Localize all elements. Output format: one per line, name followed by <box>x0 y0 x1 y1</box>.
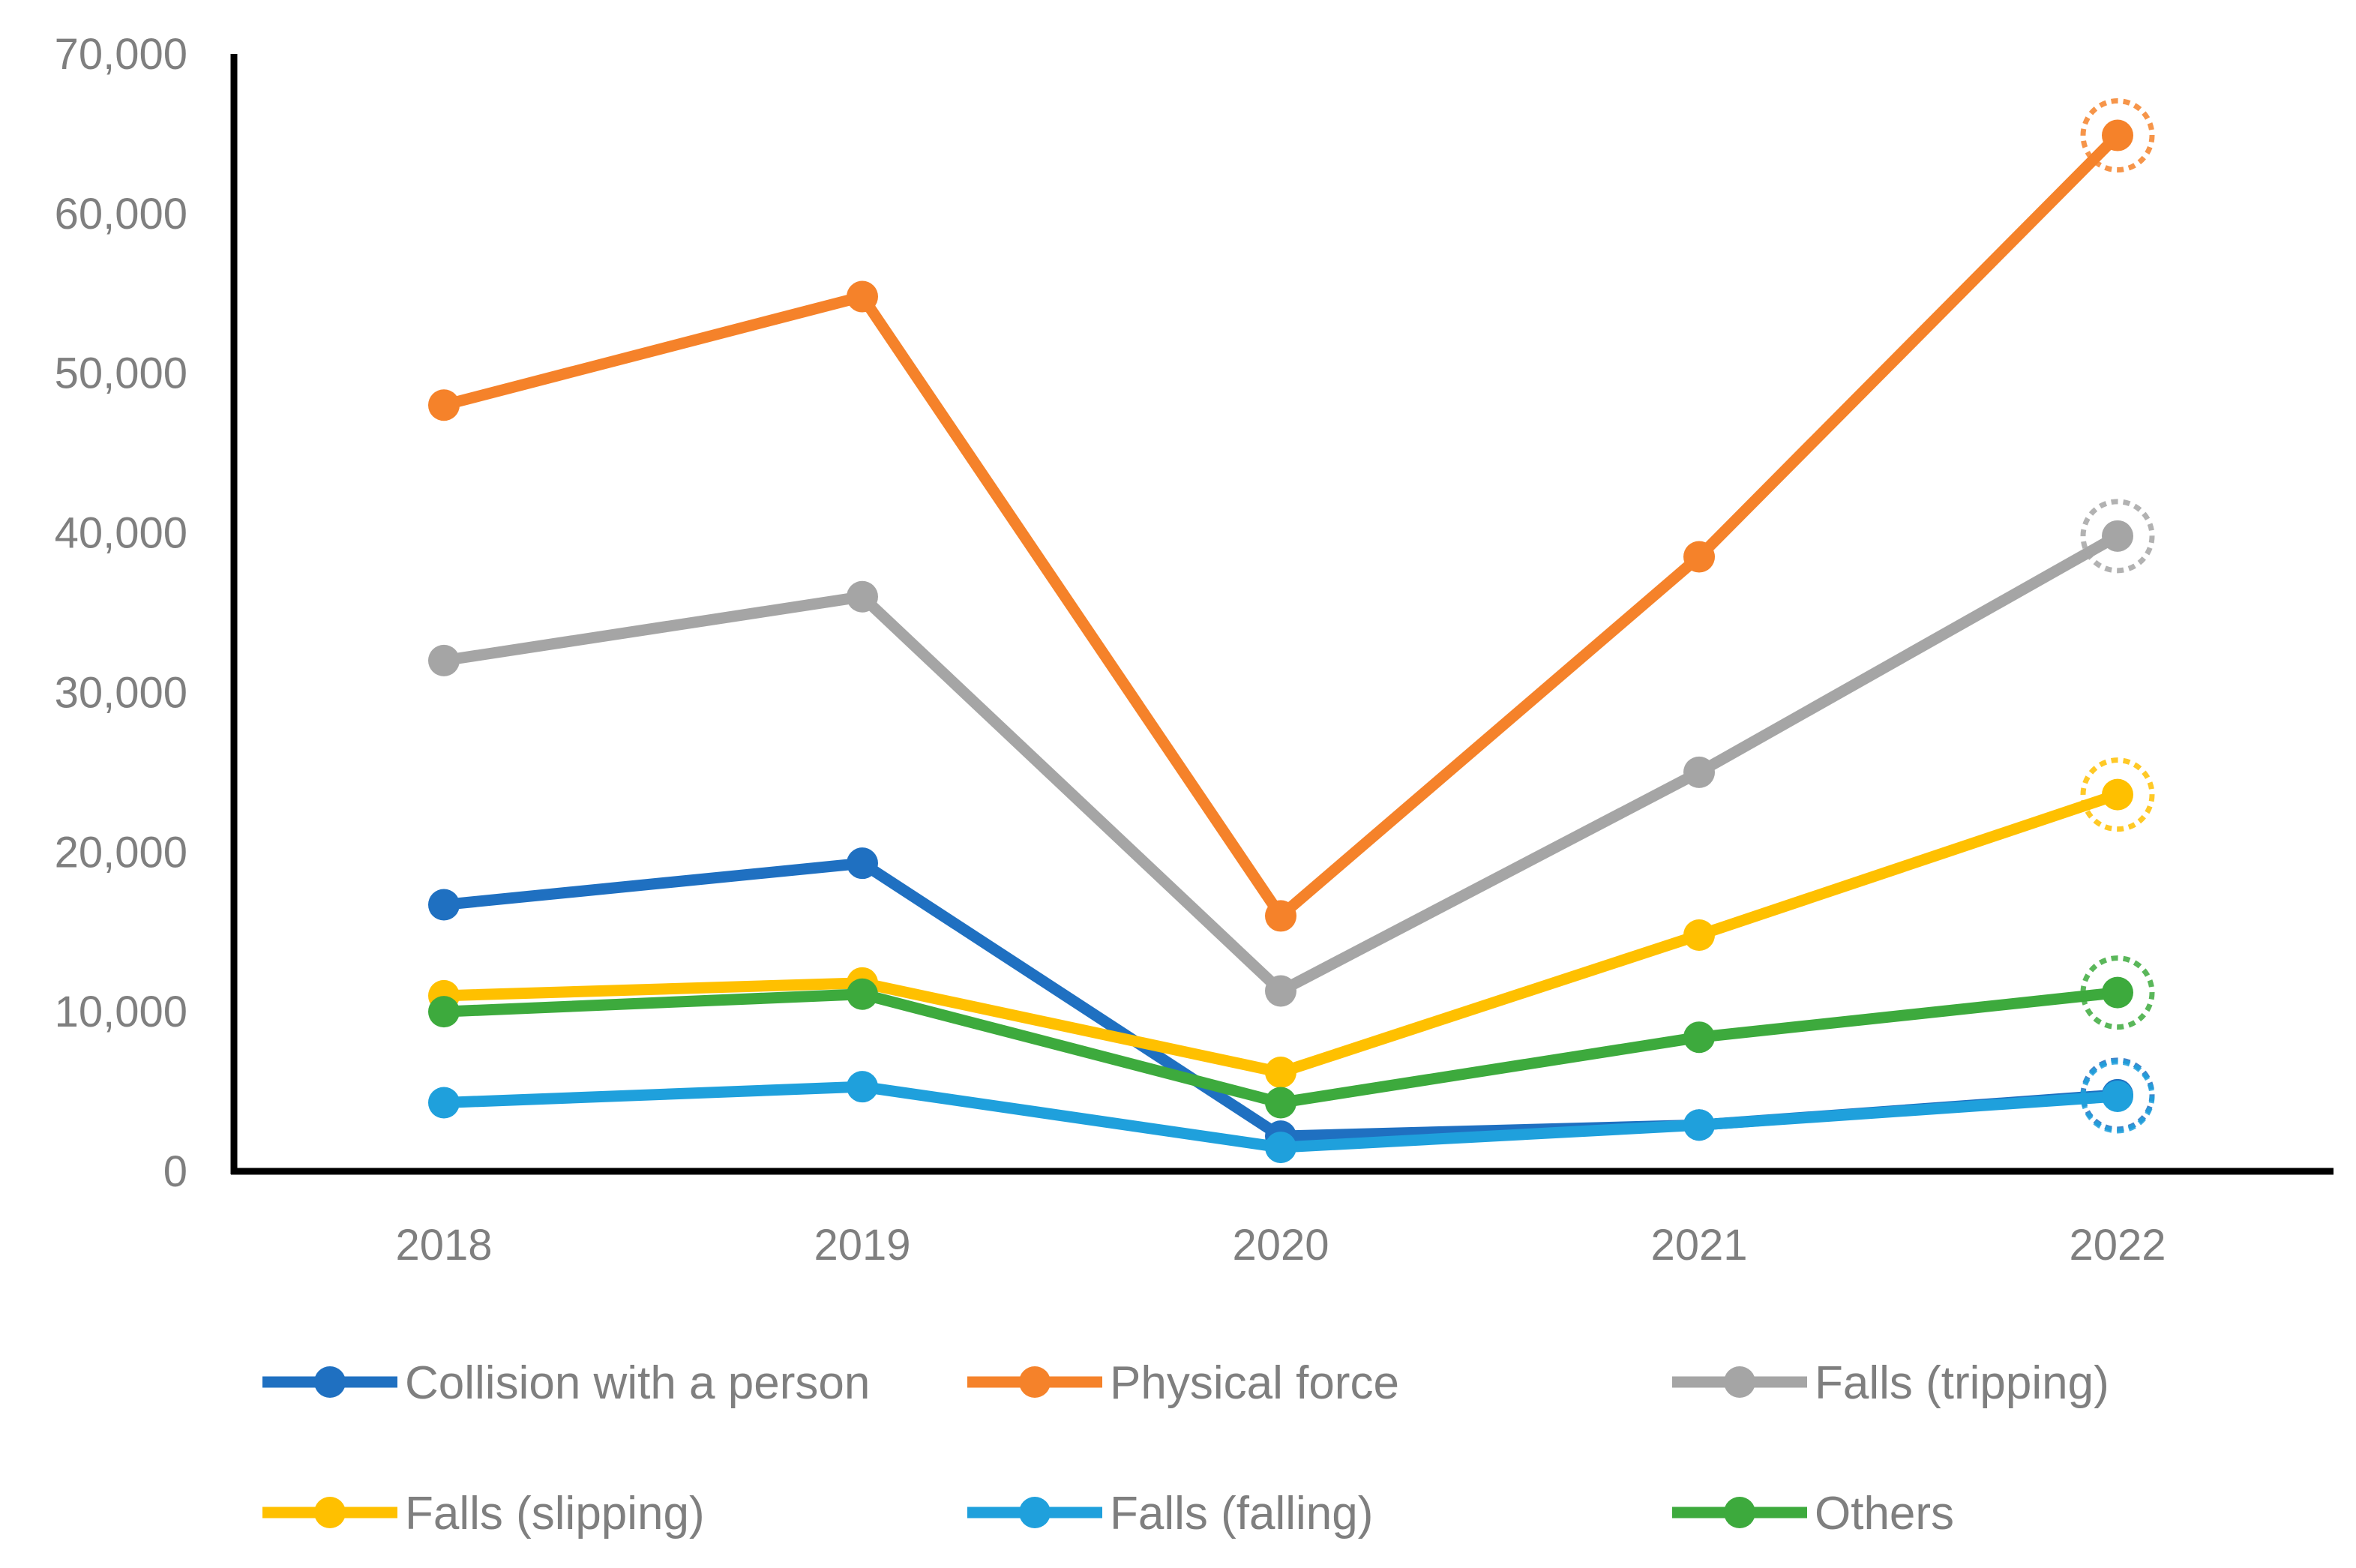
series-line <box>438 130 2124 922</box>
data-point <box>1265 1057 1296 1089</box>
series-layer <box>428 98 2155 1164</box>
legend-marker <box>1724 1497 1755 1528</box>
y-tick-label: 0 <box>163 1147 187 1196</box>
legend-marker <box>1019 1366 1051 1398</box>
legend-marker <box>314 1497 346 1528</box>
y-tick-label: 40,000 <box>55 509 187 558</box>
legend-label: Falls (falling) <box>1110 1488 1373 1540</box>
data-point <box>1265 1087 1296 1119</box>
data-point <box>2102 1080 2133 1112</box>
highlight-ring <box>2080 499 2155 574</box>
data-point <box>847 580 878 613</box>
data-point <box>428 644 460 676</box>
legend-item: Falls (falling) <box>967 1488 1373 1540</box>
axes <box>230 54 2334 1175</box>
data-point <box>847 978 878 1010</box>
series-5 <box>428 955 2155 1119</box>
data-point <box>2102 119 2133 151</box>
legend-marker <box>314 1366 346 1398</box>
y-tick-label: 10,000 <box>55 988 187 1036</box>
highlight-ring <box>2080 955 2155 1030</box>
series-1 <box>428 98 2155 932</box>
data-point <box>428 996 460 1028</box>
legend-label: Physical force <box>1110 1357 1399 1409</box>
data-point <box>847 280 878 313</box>
data-point <box>428 389 460 421</box>
legend-item: Physical force <box>967 1357 1399 1409</box>
legend-label: Falls (slipping) <box>405 1488 705 1540</box>
data-point <box>1265 975 1296 1007</box>
y-tick-label: 20,000 <box>55 828 187 877</box>
x-tick-label: 2018 <box>395 1221 492 1270</box>
highlight-ring <box>2080 98 2155 173</box>
y-axis-tick-labels: 0 10,000 20,000 30,000 40,000 50,000 60,000 70,… <box>55 30 187 1196</box>
legend-item: Falls (slipping) <box>262 1488 705 1540</box>
x-tick-label: 2022 <box>2069 1221 2166 1270</box>
data-point <box>1683 541 1715 573</box>
legend-marker <box>1724 1366 1755 1398</box>
data-point <box>2102 976 2133 1009</box>
data-point <box>1683 1021 1715 1054</box>
legend-label: Falls (tripping) <box>1815 1357 2109 1409</box>
y-tick-label: 30,000 <box>55 668 187 717</box>
data-point <box>1683 919 1715 951</box>
x-tick-label: 2020 <box>1232 1221 1329 1270</box>
y-tick-label: 50,000 <box>55 349 187 398</box>
legend-item: Falls (tripping) <box>1672 1357 2109 1409</box>
data-point <box>2102 520 2133 552</box>
data-point <box>1265 900 1296 932</box>
legend-item: Others <box>1672 1488 1954 1540</box>
legend-label: Others <box>1815 1488 1954 1540</box>
series-line <box>438 789 2124 1078</box>
y-tick-label: 70,000 <box>55 30 187 79</box>
data-point <box>2102 778 2133 811</box>
data-point <box>1683 1109 1715 1141</box>
legend-item: Collision with a person <box>262 1357 870 1409</box>
legend: Collision with a person Physical force Fal… <box>262 1357 2109 1540</box>
x-tick-label: 2021 <box>1650 1221 1747 1270</box>
data-point <box>428 889 460 921</box>
series-2 <box>428 499 2155 1007</box>
highlight-ring <box>2080 1059 2155 1134</box>
legend-label: Collision with a person <box>405 1357 870 1409</box>
x-tick-label: 2019 <box>814 1221 910 1270</box>
series-4 <box>428 1059 2155 1164</box>
data-point <box>428 1087 460 1119</box>
highlight-ring <box>2080 757 2155 832</box>
data-point <box>1683 756 1715 788</box>
data-point <box>1265 1132 1296 1164</box>
data-point <box>847 1071 878 1103</box>
x-axis-tick-labels: 2018 2019 2020 2021 2022 <box>395 1221 2166 1270</box>
legend-marker <box>1019 1497 1051 1528</box>
data-point <box>847 847 878 880</box>
y-tick-label: 60,000 <box>55 190 187 238</box>
